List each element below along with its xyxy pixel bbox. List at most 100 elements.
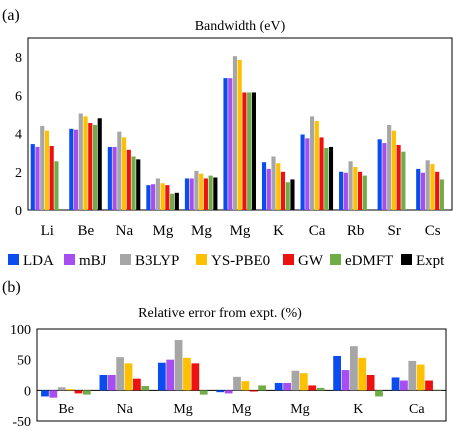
bar-ys-pbe0 [416, 364, 425, 391]
bar-edmft [141, 386, 150, 391]
bar-lda [223, 78, 228, 210]
bar-mbj [305, 138, 310, 210]
bar-mbj [112, 146, 117, 210]
x-category-label: Mg [152, 223, 173, 239]
bar-edmft [92, 124, 98, 210]
x-category-label: Mg [232, 402, 251, 417]
bar-ys-pbe0 [276, 163, 281, 210]
bar-gw [203, 178, 208, 210]
bar-lda [416, 168, 421, 210]
bar-ys-pbe0 [199, 173, 204, 210]
chart-b-frame [36, 328, 447, 422]
chart-a: Bandwidth (eV) 0 2 4 6 8 Li Be Na Mg Mg Mg K Ca Rb Sr… [15, 19, 453, 239]
bar-b3lyp [174, 340, 183, 391]
x-category-label: Na [116, 223, 134, 239]
bar-ys-pbe0 [183, 357, 191, 391]
bar-mbj [343, 172, 348, 210]
bar-b3lyp [387, 124, 392, 210]
bar-ys-pbe0 [430, 164, 435, 210]
bar-lda [300, 134, 305, 210]
chart-b-bars [37, 340, 446, 398]
bar-b3lyp [232, 56, 238, 210]
bar-gw [366, 375, 375, 391]
bar-lda [30, 144, 35, 210]
bar-b3lyp [155, 178, 160, 210]
bar-lda [377, 139, 382, 210]
y-tick-label: 50 [17, 354, 31, 369]
x-category-label: Be [58, 402, 74, 417]
bar-expt [97, 118, 102, 210]
x-category-label: Mg [173, 402, 192, 417]
bar-b3lyp [194, 170, 199, 210]
bar-edmft [247, 92, 252, 210]
bar-b3lyp [349, 346, 358, 391]
legend-label: GW [298, 253, 324, 269]
chart-b: Relative error from expt. (%) -50050100 … [10, 306, 447, 430]
bar-mbj [151, 184, 156, 210]
bar-mbj [166, 359, 175, 391]
legend-label: mBJ [79, 253, 107, 269]
chart-a-y-axis: 0 2 4 6 8 [15, 51, 22, 219]
x-category-label: Li [41, 223, 54, 239]
bar-edmft [401, 151, 406, 210]
bar-edmft [362, 175, 367, 210]
bar-edmft [208, 175, 213, 210]
x-category-label: K [273, 223, 284, 239]
bar-mbj [224, 390, 233, 394]
bar-mbj [49, 390, 58, 398]
panel-a-label: (a) [2, 7, 20, 24]
bar-gw [133, 378, 141, 391]
bar-mbj [266, 168, 271, 210]
x-category-label: Rb [347, 223, 365, 239]
bar-gw [396, 145, 401, 210]
bar-expt [290, 179, 295, 210]
bar-mbj [341, 370, 350, 391]
bar-b3lyp [57, 387, 66, 391]
bar-gw [319, 137, 324, 210]
bar-b3lyp [233, 376, 241, 391]
x-category-label: Mg [191, 223, 212, 239]
legend-label: Expt [416, 253, 445, 269]
bar-lda [157, 362, 166, 391]
bar-b3lyp [425, 160, 430, 210]
bar-ys-pbe0 [314, 121, 319, 210]
bar-b3lyp [408, 360, 417, 391]
bar-edmft [258, 385, 267, 391]
bar-gw [308, 385, 317, 391]
bar-gw [49, 145, 54, 210]
bar-b3lyp [117, 131, 122, 210]
bar-b3lyp [40, 125, 45, 210]
bar-edmft [324, 147, 329, 210]
bar-edmft [54, 161, 59, 210]
panel-b-label: (b) [2, 279, 21, 296]
bar-expt [136, 159, 141, 210]
bar-ys-pbe0 [122, 137, 127, 210]
chart-a-title: Bandwidth (eV) [195, 19, 286, 34]
legend-swatch-edmft [330, 254, 341, 265]
bar-mbj [35, 146, 40, 210]
y-tick-label: 0 [15, 204, 22, 219]
bar-lda [107, 146, 112, 210]
y-tick-label: 4 [15, 128, 22, 143]
bar-edmft [433, 389, 442, 391]
bar-gw [191, 363, 200, 391]
x-category-label: Ca [409, 402, 425, 417]
x-category-label: K [353, 402, 363, 417]
bar-expt [251, 92, 256, 210]
y-tick-label: 2 [15, 166, 22, 181]
bar-gw [242, 92, 247, 210]
legend-swatch-mbj [64, 254, 75, 265]
bar-mbj [283, 382, 291, 391]
chart-b-x-axis: Be Na Mg Mg Mg K Ca [58, 402, 425, 417]
bar-mbj [420, 172, 426, 210]
legend-label: LDA [23, 253, 54, 269]
x-category-label: Mg [230, 223, 251, 239]
legend-label: YS-PBE0 [211, 253, 270, 269]
y-tick-label: 100 [10, 323, 31, 338]
bar-expt [328, 146, 334, 210]
y-tick-label: -50 [12, 415, 31, 430]
x-category-label: Cs [425, 223, 441, 239]
y-tick-label: 6 [15, 89, 22, 104]
bar-lda [184, 178, 190, 210]
